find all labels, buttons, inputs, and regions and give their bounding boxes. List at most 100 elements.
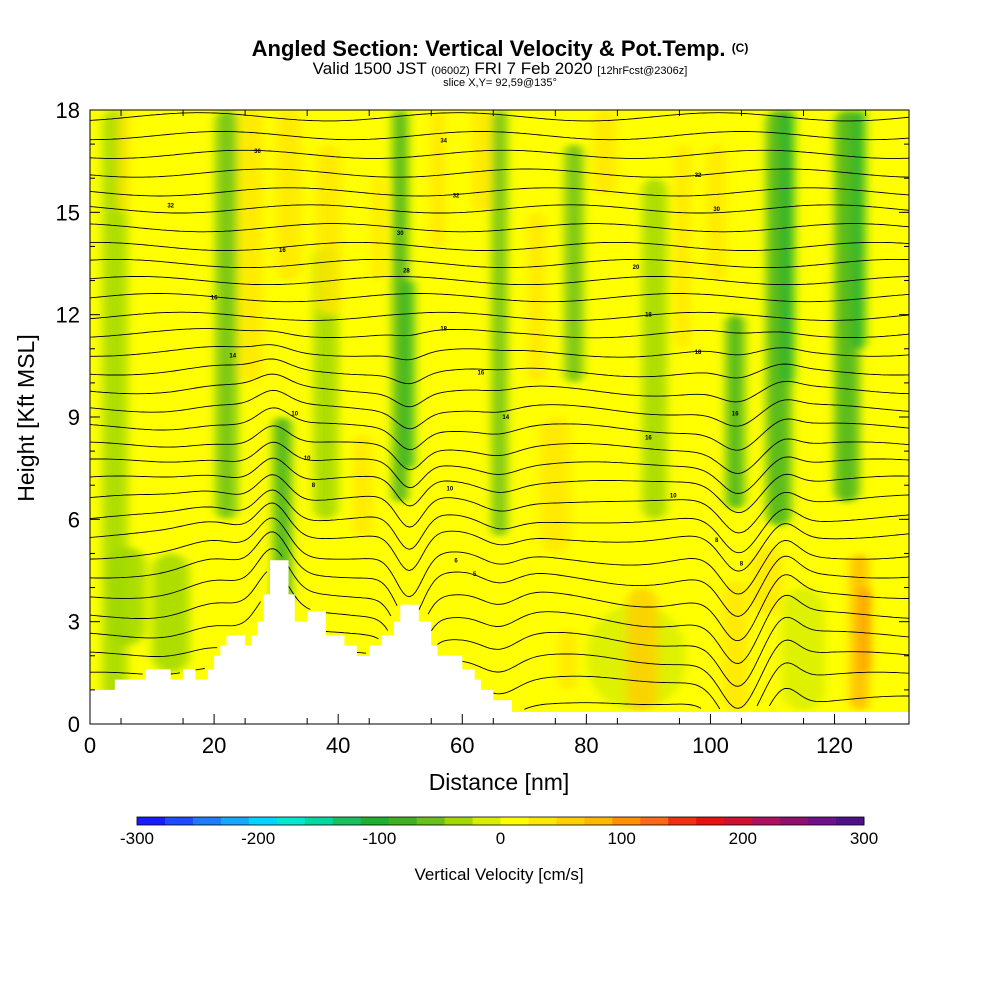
- velocity-cell-24: [429, 110, 446, 247]
- contour-label: 10: [304, 456, 311, 462]
- colorbar-tick-label: 0: [496, 829, 505, 848]
- colorbar-swatch: [640, 817, 669, 825]
- velocity-cell-19: [240, 110, 263, 383]
- theta-contour-3: [90, 601, 909, 687]
- contour-label: 36: [254, 149, 261, 155]
- velocity-cell-6: [491, 110, 508, 537]
- contour-label: 5: [473, 572, 477, 578]
- copyright-mark: (C): [731, 41, 749, 55]
- theta-contour-24: [90, 241, 909, 251]
- colorbar-swatch: [696, 817, 725, 825]
- colorbar-frame: [136, 816, 865, 826]
- x-tick-label: 40: [326, 733, 350, 758]
- theta-contour-8: [90, 502, 909, 572]
- colorbar-swatch: [472, 817, 501, 825]
- x-tick-label: 20: [202, 733, 226, 758]
- y-tick-label: 6: [68, 507, 80, 532]
- contour-label: 8: [312, 483, 316, 489]
- colorbar-tick-label: 200: [729, 829, 757, 848]
- theta-contour-12: [90, 441, 909, 494]
- theta-contour-10: [90, 474, 909, 534]
- potential-temperature-contours: [90, 112, 909, 710]
- x-axis: 0 20 40 60 80 100 120: [84, 110, 867, 758]
- theta-contour-20: [90, 311, 909, 321]
- theta-contour-6: [90, 531, 909, 617]
- theta-contour-22: [90, 276, 909, 286]
- theta-contour-1: [90, 662, 909, 710]
- valid-time-date: FRI 7 Feb 2020: [474, 59, 593, 78]
- theta-contour-4: [90, 571, 909, 664]
- colorbar-swatch: [276, 817, 306, 825]
- theta-contour-23: [90, 258, 909, 269]
- velocity-cell-25: [471, 110, 491, 213]
- y-tick-label: 9: [68, 405, 80, 430]
- velocity-cell-15: [108, 546, 146, 646]
- contour-label: 10: [447, 487, 454, 493]
- theta-contour-25: [90, 223, 909, 233]
- velocity-cell-11: [781, 110, 795, 383]
- velocity-cell-21: [316, 144, 342, 315]
- contour-label: 34: [440, 139, 447, 145]
- contour-label: 18: [645, 313, 652, 319]
- velocity-cell-18: [117, 110, 131, 213]
- velocity-cell-5: [404, 280, 415, 469]
- velocity-cell-17: [781, 587, 826, 711]
- colorbar-swatch: [164, 817, 194, 825]
- velocity-cell-22: [353, 434, 373, 537]
- colorbar-title: Vertical Velocity [cm/s]: [414, 865, 583, 884]
- theta-contour-30: [90, 131, 909, 141]
- contour-label: 32: [453, 193, 460, 199]
- contour-label: 16: [279, 248, 286, 254]
- colorbar-swatch: [500, 817, 529, 825]
- velocity-cell-13: [853, 110, 866, 349]
- colorbar-swatch: [752, 817, 781, 825]
- contour-labels: 36 32 16 16 14 10 10 8 34 32 30 28 18 16 14 10 6 5 32 30 20 1…: [167, 139, 743, 578]
- x-tick-label: 100: [692, 733, 729, 758]
- colorbar-swatch: [556, 817, 585, 825]
- theta-contour-21: [90, 293, 909, 303]
- velocity-cell-33: [750, 546, 782, 615]
- contour-label: 10: [670, 493, 677, 499]
- chart-title-text: Angled Section: Vertical Velocity & Pot.…: [251, 36, 726, 61]
- theta-contour-5: [90, 548, 909, 642]
- contour-label: 16: [211, 296, 218, 302]
- velocity-cell-8: [642, 178, 668, 520]
- contour-label: 16: [478, 371, 485, 377]
- theta-contour-2: [90, 639, 909, 709]
- theta-contour-0: [524, 687, 909, 710]
- colorbar-swatch: [724, 817, 753, 825]
- theta-contour-16: [90, 373, 909, 408]
- velocity-cell-3: [313, 246, 339, 520]
- x-tick-label: 80: [574, 733, 598, 758]
- colorbar-tick-label: -100: [362, 829, 396, 848]
- colorbar-swatch: [668, 817, 697, 825]
- y-tick-label: 0: [68, 712, 80, 737]
- contour-label: 6: [454, 558, 458, 564]
- velocity-cell-9: [725, 314, 745, 510]
- colorbar: -300 -200 -100 0 100 200 300: [120, 816, 878, 848]
- contour-label: 32: [167, 204, 174, 210]
- x-tick-label: 120: [816, 733, 853, 758]
- colorbar-swatch: [192, 817, 222, 825]
- y-tick-label: 3: [68, 610, 80, 635]
- velocity-cell-26: [527, 212, 547, 383]
- y-tick-label: 18: [56, 98, 80, 123]
- theta-contour-13: [90, 425, 909, 474]
- contour-label: 8: [715, 538, 719, 544]
- colorbar-swatch: [388, 817, 418, 825]
- contour-label: 30: [397, 231, 404, 237]
- colorbar-tick-label: -300: [120, 829, 154, 848]
- velocity-cell-14: [152, 553, 190, 673]
- chart-title: Angled Section: Vertical Velocity & Pot.…: [0, 36, 1000, 62]
- contour-label: 18: [440, 326, 447, 332]
- theta-contour-27: [90, 187, 909, 197]
- velocity-cell-31: [626, 587, 658, 711]
- x-axis-label: Distance [nm]: [429, 769, 570, 795]
- colorbar-swatch: [416, 817, 446, 825]
- theta-contour-18: [90, 344, 909, 361]
- contour-label: 14: [502, 415, 509, 421]
- theta-contour-29: [90, 149, 909, 159]
- y-axis-label: Height [Kft MSL]: [13, 334, 39, 501]
- theta-contour-15: [90, 389, 909, 430]
